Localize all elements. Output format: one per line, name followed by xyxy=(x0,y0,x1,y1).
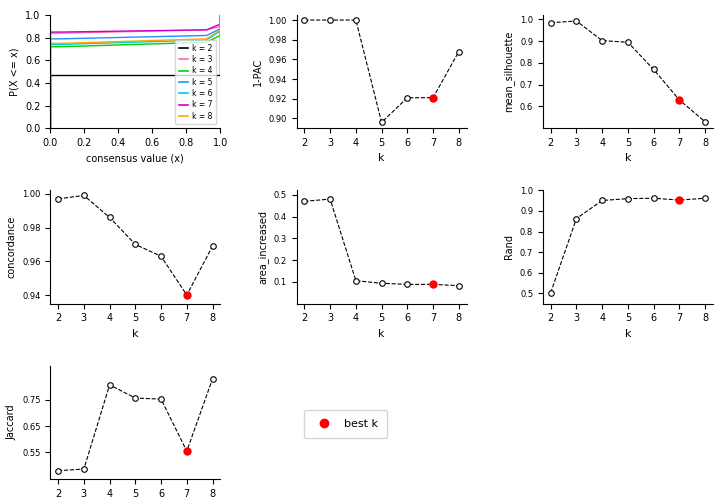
k = 5 xyxy=(202,32,211,38)
k = 3 xyxy=(46,125,55,131)
k = 7 xyxy=(216,12,225,18)
Y-axis label: 1-PAC: 1-PAC xyxy=(253,57,263,86)
X-axis label: k: k xyxy=(625,154,631,163)
k = 6 xyxy=(46,125,55,131)
k = 7 xyxy=(216,21,225,27)
k = 4 xyxy=(202,39,211,45)
k = 6 xyxy=(46,41,55,47)
Line: k = 2: k = 2 xyxy=(50,15,220,128)
Line: k = 3: k = 3 xyxy=(50,15,220,128)
k = 5 xyxy=(46,125,55,131)
k = 8 xyxy=(216,27,225,33)
Y-axis label: area_increased: area_increased xyxy=(257,210,268,284)
Line: k = 4: k = 4 xyxy=(50,15,220,128)
k = 2 xyxy=(46,125,55,131)
k = 5 xyxy=(216,26,225,32)
k = 2 xyxy=(216,12,225,18)
k = 7 xyxy=(46,125,55,131)
k = 6 xyxy=(216,28,225,34)
k = 8 xyxy=(46,125,55,131)
X-axis label: k: k xyxy=(378,154,385,163)
k = 3 xyxy=(202,27,211,33)
k = 4 xyxy=(46,44,55,50)
k = 2 xyxy=(55,72,63,78)
Line: k = 7: k = 7 xyxy=(50,15,220,128)
k = 8 xyxy=(202,36,211,42)
k = 5 xyxy=(216,12,225,18)
k = 3 xyxy=(216,23,225,29)
Y-axis label: concordance: concordance xyxy=(6,216,17,278)
Legend: k = 2, k = 3, k = 4, k = 5, k = 6, k = 7, k = 8: k = 2, k = 3, k = 4, k = 5, k = 6, k = 7… xyxy=(175,40,217,124)
k = 2 xyxy=(207,72,216,78)
k = 3 xyxy=(46,30,55,36)
Legend: best k: best k xyxy=(304,410,387,438)
k = 7 xyxy=(202,27,211,33)
X-axis label: k: k xyxy=(378,329,385,339)
k = 4 xyxy=(55,44,63,50)
X-axis label: k: k xyxy=(625,329,631,339)
Line: k = 8: k = 8 xyxy=(50,15,220,128)
k = 7 xyxy=(55,29,63,35)
k = 5 xyxy=(55,36,63,42)
k = 2 xyxy=(216,72,225,78)
Line: k = 5: k = 5 xyxy=(50,15,220,128)
k = 4 xyxy=(46,125,55,131)
k = 3 xyxy=(216,12,225,18)
k = 8 xyxy=(216,12,225,18)
k = 8 xyxy=(55,40,63,46)
Legend: best k: best k xyxy=(302,406,386,438)
k = 6 xyxy=(216,12,225,18)
k = 8 xyxy=(46,40,55,46)
k = 3 xyxy=(55,30,63,36)
k = 5 xyxy=(46,36,55,42)
k = 6 xyxy=(55,41,63,47)
Y-axis label: P(X <= x): P(X <= x) xyxy=(10,47,19,96)
Y-axis label: Jaccard: Jaccard xyxy=(6,404,17,440)
k = 7 xyxy=(46,29,55,35)
Y-axis label: Rand: Rand xyxy=(505,234,514,260)
k = 2 xyxy=(46,72,55,78)
Y-axis label: mean_silhouette: mean_silhouette xyxy=(503,31,514,112)
k = 4 xyxy=(216,32,225,38)
Line: k = 6: k = 6 xyxy=(50,15,220,128)
k = 6 xyxy=(202,37,211,43)
k = 4 xyxy=(216,12,225,18)
X-axis label: consensus value (x): consensus value (x) xyxy=(86,154,184,163)
X-axis label: k: k xyxy=(132,329,138,339)
